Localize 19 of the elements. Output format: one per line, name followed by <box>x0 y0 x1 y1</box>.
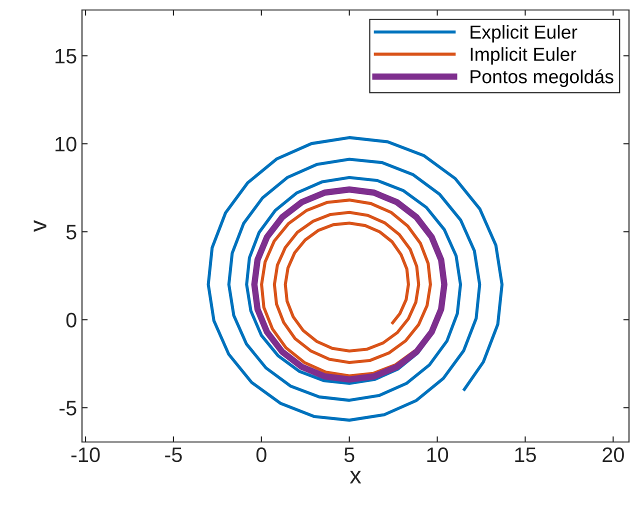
y-tick-label: 15 <box>56 48 76 64</box>
x-axis-title: x <box>350 470 362 484</box>
line-series <box>260 198 432 378</box>
legend-label: Explicit Euler <box>470 25 578 42</box>
x-tick-label: 15 <box>515 448 536 462</box>
legend-label: Implicit Euler <box>470 47 576 65</box>
x-tick-label: -5 <box>165 448 182 462</box>
y-tick-label: -5 <box>60 400 76 416</box>
x-tick-label: 5 <box>344 448 354 462</box>
y-tick-label: 0 <box>66 312 76 328</box>
x-tick-label: -10 <box>71 447 100 462</box>
line-series <box>206 136 504 422</box>
y-axis-title: v <box>34 220 46 232</box>
y-tick-label: 5 <box>66 224 76 240</box>
x-tick-label: 0 <box>256 447 266 462</box>
legend-label: Pontos megoldás <box>470 69 614 88</box>
x-tick-label: 10 <box>427 447 448 462</box>
y-tick-label: 10 <box>56 136 76 152</box>
x-tick-label: 20 <box>602 447 624 462</box>
